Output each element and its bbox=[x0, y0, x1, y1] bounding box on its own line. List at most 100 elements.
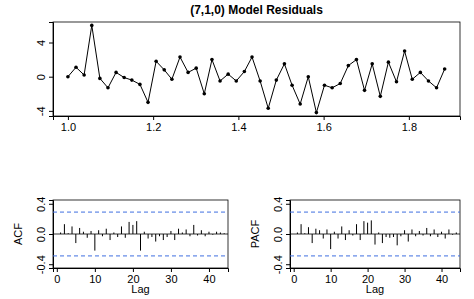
point bbox=[82, 73, 86, 77]
spike bbox=[434, 229, 435, 234]
spike bbox=[393, 234, 394, 237]
residual-line bbox=[68, 25, 445, 112]
spike bbox=[110, 234, 111, 240]
y-axis-line bbox=[49, 201, 54, 269]
spike bbox=[125, 234, 126, 238]
plot-frame bbox=[53, 200, 228, 268]
spike bbox=[297, 232, 298, 234]
point bbox=[435, 86, 439, 90]
point bbox=[258, 79, 262, 83]
point bbox=[130, 78, 134, 82]
spike bbox=[319, 230, 320, 234]
spike bbox=[345, 234, 346, 240]
tick-mark bbox=[368, 268, 369, 272]
marks bbox=[290, 212, 460, 256]
spike bbox=[386, 234, 387, 237]
tick: 30 bbox=[399, 268, 411, 285]
point bbox=[186, 71, 190, 75]
tick-mark bbox=[133, 268, 134, 272]
spike bbox=[323, 234, 324, 239]
spike bbox=[94, 234, 95, 251]
tick-label: 0.4 bbox=[272, 197, 284, 212]
point bbox=[250, 55, 254, 59]
tick-mark bbox=[49, 264, 53, 265]
tick-label: 30 bbox=[165, 273, 177, 285]
point bbox=[210, 58, 214, 62]
point bbox=[146, 101, 150, 105]
chart: 1.01.21.41.61.8-404(7,1,0) Model Residua… bbox=[0, 0, 474, 299]
spike bbox=[106, 229, 107, 234]
tick-label: 40 bbox=[436, 273, 448, 285]
spike bbox=[419, 231, 420, 234]
point bbox=[370, 62, 374, 66]
spike bbox=[79, 228, 80, 234]
tick-mark bbox=[49, 77, 53, 78]
x-axis-title: Lag bbox=[366, 283, 384, 295]
point bbox=[427, 79, 431, 83]
tick: 4 bbox=[35, 40, 53, 46]
point bbox=[410, 77, 414, 81]
spike bbox=[356, 224, 357, 234]
point bbox=[298, 102, 302, 106]
spike bbox=[167, 234, 168, 237]
spike bbox=[132, 225, 133, 234]
tick-mark bbox=[324, 116, 325, 120]
spike bbox=[102, 234, 103, 236]
confidence-limit bbox=[53, 255, 228, 256]
tick-label: 1.4 bbox=[231, 121, 246, 133]
point bbox=[275, 78, 279, 82]
point bbox=[138, 83, 142, 87]
spike bbox=[98, 230, 99, 234]
tick: 40 bbox=[436, 268, 448, 285]
point bbox=[315, 111, 319, 115]
spike bbox=[341, 226, 342, 234]
marks bbox=[66, 24, 446, 115]
point bbox=[170, 77, 174, 81]
tick-mark bbox=[49, 111, 53, 112]
point bbox=[403, 49, 407, 53]
x-axis-title: Lag bbox=[131, 283, 149, 295]
tick: 0 bbox=[291, 268, 297, 285]
panel: 1.01.21.41.61.8-404 bbox=[35, 22, 461, 133]
spike bbox=[415, 234, 416, 236]
spike bbox=[148, 234, 149, 239]
spike bbox=[448, 229, 449, 234]
tick-label: 10 bbox=[325, 273, 337, 285]
point bbox=[395, 80, 399, 84]
spike bbox=[189, 234, 190, 236]
spike bbox=[352, 234, 353, 236]
point bbox=[66, 75, 70, 79]
plot-frame bbox=[53, 22, 460, 116]
tick-label: 4 bbox=[35, 40, 47, 46]
tick-mark bbox=[442, 268, 443, 272]
tick-label: 10 bbox=[89, 273, 101, 285]
spike bbox=[330, 234, 331, 249]
spike bbox=[87, 234, 88, 238]
spike bbox=[83, 232, 84, 234]
spike bbox=[163, 234, 164, 240]
spike bbox=[220, 232, 221, 234]
tick-mark bbox=[286, 234, 290, 235]
tick-label: 0 bbox=[291, 273, 297, 285]
tick: 30 bbox=[165, 268, 177, 285]
point bbox=[347, 64, 351, 68]
tick: 40 bbox=[203, 268, 215, 285]
point bbox=[363, 89, 367, 93]
tick: 0.0 bbox=[35, 227, 53, 242]
point bbox=[338, 82, 342, 86]
point bbox=[122, 76, 126, 80]
spike bbox=[140, 234, 141, 251]
tick-mark bbox=[49, 234, 53, 235]
spike bbox=[178, 229, 179, 234]
y-axis-line bbox=[49, 23, 54, 117]
point bbox=[266, 107, 270, 111]
point bbox=[226, 72, 230, 76]
spike bbox=[400, 234, 401, 236]
tick-mark bbox=[49, 204, 53, 205]
point bbox=[243, 70, 247, 74]
tick: 1.6 bbox=[316, 116, 331, 133]
tick-label: -0.4 bbox=[35, 255, 47, 274]
tick-mark bbox=[405, 268, 406, 272]
spike bbox=[193, 225, 194, 234]
tick-label: 1.6 bbox=[316, 121, 331, 133]
